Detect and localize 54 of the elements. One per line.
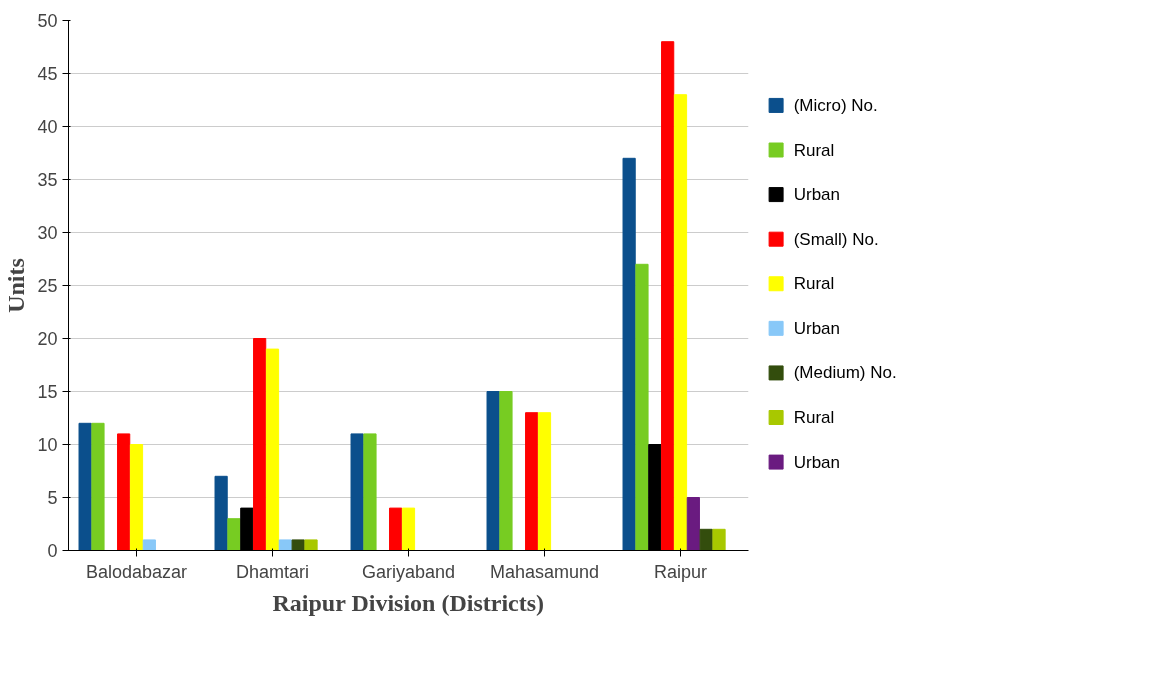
bar <box>699 528 713 551</box>
bar <box>278 539 292 551</box>
bar <box>363 433 377 551</box>
y-tick-label: 0 <box>47 541 58 561</box>
legend-label: Rural <box>793 274 835 294</box>
x-tick-label: Balodabazar <box>85 561 188 582</box>
bar <box>686 497 700 551</box>
legend-label: Urban <box>793 318 841 338</box>
y-tick-label: 45 <box>37 64 58 84</box>
bar <box>91 422 105 551</box>
y-tick-label: 10 <box>37 435 58 455</box>
bar <box>253 338 267 551</box>
legend-label: Rural <box>793 140 835 160</box>
bar <box>635 263 649 551</box>
bar <box>214 475 228 551</box>
bar <box>142 539 156 551</box>
bar <box>78 422 92 551</box>
x-axis-title: Raipur Division (Districts) <box>272 589 545 616</box>
x-tick-label: Mahasamund <box>489 561 600 582</box>
legend-label: (Micro) No. <box>793 95 878 115</box>
legend-label: (Small) No. <box>793 229 879 249</box>
y-tick-label: 20 <box>37 329 58 349</box>
bar <box>129 444 144 551</box>
y-tick-label: 35 <box>37 170 58 190</box>
bar <box>401 507 416 551</box>
legend-label: Urban <box>793 185 841 205</box>
y-tick-label: 50 <box>37 11 58 31</box>
legend-label: (Medium) No. <box>793 363 897 383</box>
bar <box>117 433 131 551</box>
bar <box>673 94 688 551</box>
x-tick-label: Dhamtari <box>235 561 310 582</box>
bar <box>265 348 280 551</box>
bar <box>350 433 364 551</box>
bar <box>661 41 675 551</box>
y-tick-label: 5 <box>47 488 58 508</box>
bar <box>622 157 636 551</box>
y-axis-title: Units <box>3 258 30 313</box>
y-tick-label: 40 <box>37 117 58 137</box>
bar <box>525 412 539 551</box>
bar <box>291 539 305 551</box>
y-tick-label: 30 <box>37 223 58 243</box>
bar <box>389 507 403 551</box>
y-tick-label: 15 <box>37 382 58 402</box>
legend-label: Urban <box>793 452 841 472</box>
bar <box>499 391 513 551</box>
bar <box>304 539 318 551</box>
legend-label: Rural <box>793 408 835 428</box>
bar <box>712 528 726 551</box>
bar <box>486 391 500 551</box>
bar <box>537 412 552 551</box>
x-tick-label: Raipur <box>653 561 708 582</box>
bar <box>227 518 241 551</box>
x-tick-label: Gariyaband <box>361 561 456 582</box>
y-tick-label: 25 <box>37 276 58 296</box>
